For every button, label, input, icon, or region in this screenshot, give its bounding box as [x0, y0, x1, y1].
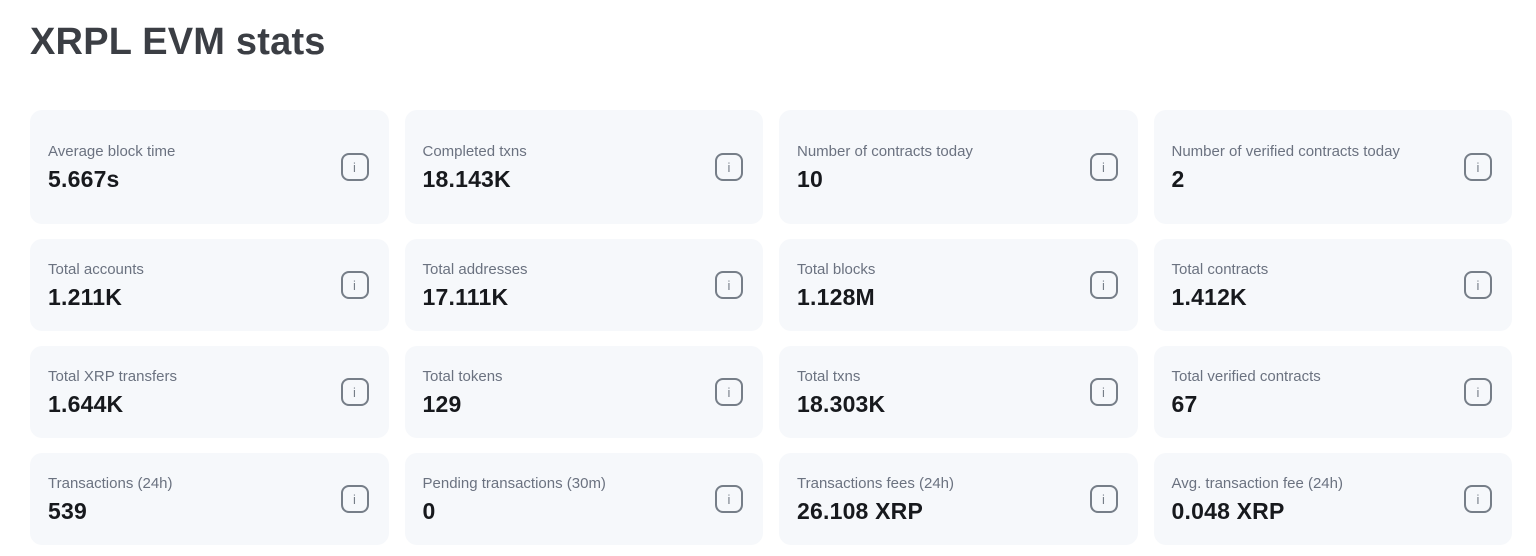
stat-text: Avg. transaction fee (24h) 0.048 XRP: [1172, 473, 1356, 526]
stat-label: Total addresses: [422, 260, 528, 278]
stat-card-average-block-time: Average block time 5.667s i: [30, 110, 389, 224]
info-icon[interactable]: i: [715, 153, 743, 181]
stat-text: Pending transactions (30m) 0: [423, 473, 618, 526]
stat-card-total-xrp-transfers: Total XRP transfers 1.644K i: [30, 346, 389, 438]
info-icon[interactable]: i: [1089, 485, 1118, 513]
stat-value: 129: [422, 390, 462, 417]
stat-card-avg-transaction-fee-24h: Avg. transaction fee (24h) 0.048 XRP i: [1153, 453, 1512, 545]
stat-value: 2: [1171, 165, 1185, 192]
stat-value: 0.048 XRP: [1171, 497, 1285, 524]
stat-card-total-addresses: Total addresses 17.111K i: [404, 239, 763, 331]
stat-card-total-tokens: Total tokens 129 i: [404, 346, 763, 438]
stat-card-transactions-fees-24h: Transactions fees (24h) 26.108 XRP i: [779, 453, 1138, 545]
info-icon[interactable]: i: [1089, 378, 1118, 406]
stat-card-total-accounts: Total accounts 1.211K i: [30, 239, 389, 331]
info-icon[interactable]: i: [340, 485, 369, 513]
stat-text: Number of verified contracts today 2: [1172, 141, 1412, 194]
stat-text: Transactions fees (24h) 26.108 XRP: [797, 473, 966, 526]
stat-card-total-txns: Total txns 18.303K i: [779, 346, 1138, 438]
info-icon[interactable]: i: [715, 271, 743, 299]
info-icon[interactable]: i: [715, 485, 743, 513]
stat-value: 18.303K: [797, 390, 886, 417]
stat-text: Total addresses 17.111K: [423, 259, 540, 312]
stat-label: Average block time: [48, 142, 176, 160]
page-title: XRPL EVM stats: [30, 21, 326, 63]
stat-card-total-verified-contracts: Total verified contracts 67 i: [1153, 346, 1512, 438]
stat-value: 18.143K: [422, 165, 511, 192]
info-icon[interactable]: i: [1464, 153, 1492, 181]
stat-value: 17.111K: [422, 283, 509, 310]
stat-value: 10: [797, 165, 823, 192]
stat-label: Completed txns: [422, 142, 527, 160]
stat-card-total-contracts: Total contracts 1.412K i: [1153, 239, 1512, 331]
stat-text: Number of contracts today 10: [797, 141, 985, 194]
stat-value: 0: [422, 497, 436, 524]
stat-label: Avg. transaction fee (24h): [1171, 474, 1344, 492]
stat-label: Transactions (24h): [48, 474, 173, 492]
stat-card-contracts-today: Number of contracts today 10 i: [779, 110, 1138, 224]
info-icon[interactable]: i: [715, 378, 743, 406]
stat-label: Total blocks: [797, 260, 876, 278]
stat-label: Number of contracts today: [797, 142, 973, 160]
stat-text: Total contracts 1.412K: [1172, 259, 1281, 312]
stat-text: Transactions (24h) 539: [48, 473, 185, 526]
info-icon[interactable]: i: [1464, 271, 1492, 299]
stat-card-transactions-24h: Transactions (24h) 539 i: [30, 453, 389, 545]
info-icon[interactable]: i: [340, 271, 369, 299]
stat-card-pending-transactions-30m: Pending transactions (30m) 0 i: [404, 453, 763, 545]
stat-label: Transactions fees (24h): [797, 474, 955, 492]
stat-label: Total txns: [797, 367, 861, 385]
stat-label: Total XRP transfers: [48, 367, 177, 385]
stat-text: Total XRP transfers 1.644K: [48, 366, 189, 419]
stat-text: Average block time 5.667s: [48, 141, 187, 194]
stat-label: Total contracts: [1171, 260, 1269, 278]
stat-value: 1.412K: [1171, 283, 1247, 310]
stat-value: 539: [48, 497, 87, 524]
stats-grid: Average block time 5.667s i Completed tx…: [30, 110, 1512, 545]
info-icon[interactable]: i: [1089, 153, 1118, 181]
stat-value: 1.211K: [48, 283, 123, 310]
info-icon[interactable]: i: [340, 153, 369, 181]
stat-text: Completed txns 18.143K: [423, 141, 539, 194]
info-icon[interactable]: i: [1089, 271, 1118, 299]
stat-card-total-blocks: Total blocks 1.128M i: [779, 239, 1138, 331]
info-icon[interactable]: i: [1464, 378, 1492, 406]
stat-label: Total verified contracts: [1171, 367, 1321, 385]
stat-text: Total txns 18.303K: [797, 366, 897, 419]
stat-value: 26.108 XRP: [797, 497, 924, 524]
stat-value: 67: [1171, 390, 1198, 417]
info-icon[interactable]: i: [340, 378, 369, 406]
stat-text: Total tokens 129: [423, 366, 515, 419]
stat-label: Total accounts: [48, 260, 144, 278]
stat-value: 1.644K: [48, 390, 124, 417]
stat-value: 5.667s: [48, 165, 120, 192]
stat-text: Total accounts 1.211K: [48, 259, 156, 312]
stat-text: Total blocks 1.128M: [797, 259, 887, 312]
stat-text: Total verified contracts 67: [1172, 366, 1333, 419]
stat-card-verified-contracts-today: Number of verified contracts today 2 i: [1153, 110, 1512, 224]
info-icon[interactable]: i: [1464, 485, 1492, 513]
stat-card-completed-txns: Completed txns 18.143K i: [404, 110, 763, 224]
stat-label: Total tokens: [422, 367, 503, 385]
stat-label: Number of verified contracts today: [1171, 142, 1400, 160]
stat-value: 1.128M: [797, 283, 875, 310]
stat-label: Pending transactions (30m): [422, 474, 606, 492]
